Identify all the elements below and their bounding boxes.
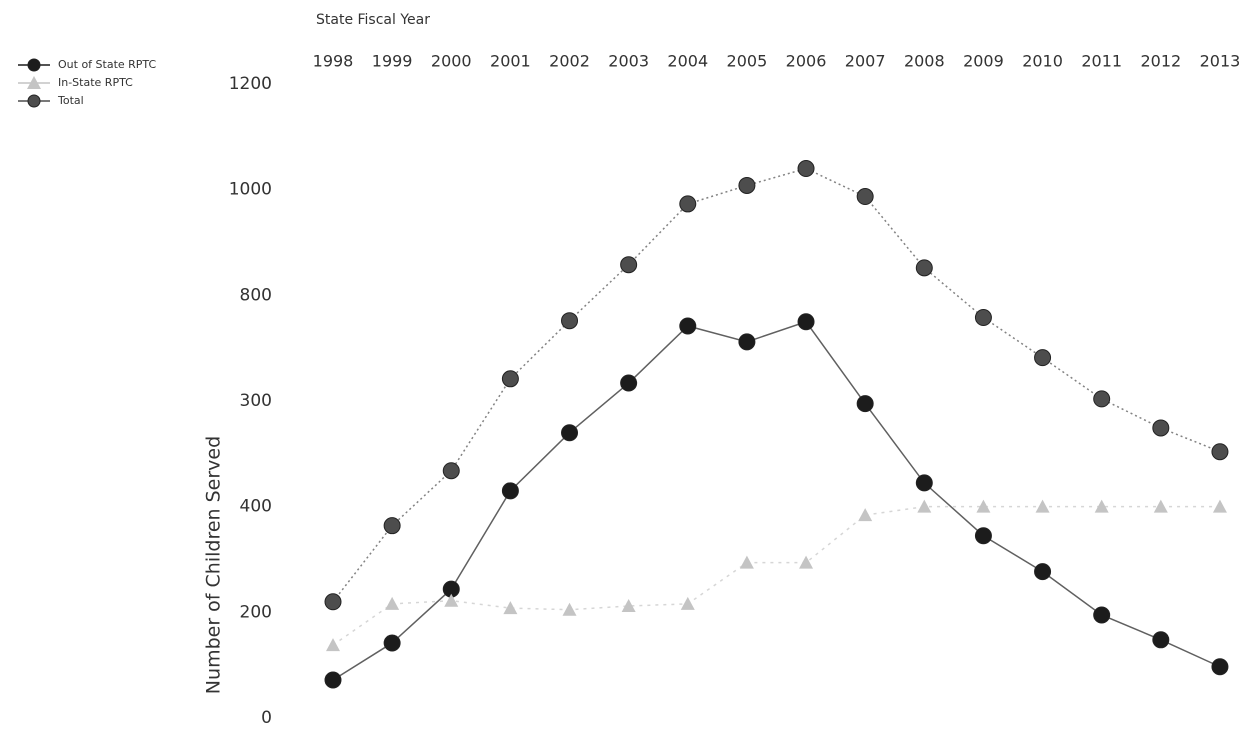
legend-label: Out of State RPTC: [58, 58, 157, 71]
data-point: [444, 593, 459, 607]
data-point: [1034, 563, 1052, 581]
data-point: [620, 256, 638, 274]
legend-marker: [27, 58, 41, 72]
data-point: [974, 527, 992, 545]
data-point: [1034, 349, 1052, 367]
data-point: [915, 474, 933, 492]
data-point: [1153, 499, 1168, 513]
data-point: [1152, 419, 1170, 437]
data-point: [442, 462, 460, 480]
data-point: [501, 370, 519, 388]
data-point: [324, 593, 342, 611]
y-tick-label: 200: [240, 602, 272, 622]
data-point: [680, 596, 695, 610]
data-point: [383, 517, 401, 535]
data-point: [1212, 499, 1227, 513]
data-point: [561, 312, 579, 330]
x-tick-label: 2001: [490, 52, 531, 71]
data-point: [1094, 499, 1109, 513]
data-point: [1093, 606, 1111, 624]
x-tick-label: 1999: [372, 52, 413, 71]
data-point: [324, 671, 342, 689]
series-line: [332, 167, 1221, 603]
x-tick-label: 2008: [904, 52, 945, 71]
data-point: [326, 638, 340, 652]
x-tick-label: 1998: [313, 52, 354, 71]
legend-label: Total: [57, 94, 84, 107]
data-point: [797, 313, 815, 331]
data-point: [738, 176, 756, 194]
data-point: [385, 596, 400, 610]
x-tick-label: 2003: [608, 52, 649, 71]
data-point: [1211, 658, 1229, 676]
x-tick-label: 2013: [1200, 52, 1241, 71]
data-point: [679, 317, 697, 335]
x-tick-label: 2006: [786, 52, 827, 71]
data-point: [562, 602, 577, 616]
data-point: [501, 482, 519, 500]
data-point: [1035, 499, 1050, 513]
data-point: [917, 499, 932, 513]
data-point: [679, 195, 697, 213]
x-tick-label: 2004: [667, 52, 708, 71]
data-point: [915, 259, 933, 277]
data-point: [1211, 443, 1229, 461]
x-tick-label: 2000: [431, 52, 472, 71]
data-point: [974, 309, 992, 327]
data-point: [739, 555, 754, 569]
data-point: [561, 424, 579, 442]
y-tick-label: 0: [261, 708, 272, 728]
data-point: [503, 601, 518, 615]
y-tick-label: 300: [240, 391, 272, 411]
x-tick-label: 2002: [549, 52, 590, 71]
data-point: [976, 499, 991, 513]
y-tick-label: 800: [240, 285, 272, 305]
data-point: [856, 395, 874, 413]
legend-label: In-State RPTC: [58, 76, 133, 89]
x-tick-label: 2009: [963, 52, 1004, 71]
data-point: [856, 188, 874, 206]
data-point: [858, 508, 873, 522]
data-point: [621, 598, 636, 612]
y-axis-title: Number of Children Served: [203, 436, 225, 694]
x-tick-label: 2005: [727, 52, 768, 71]
data-point: [1093, 390, 1111, 408]
data-point: [620, 374, 638, 392]
y-tick-label: 1200: [229, 74, 272, 94]
y-tick-label: 1000: [229, 180, 272, 200]
data-point: [383, 634, 401, 652]
x-tick-label: 2007: [845, 52, 886, 71]
data-point: [738, 333, 756, 351]
legend-marker: [27, 94, 41, 108]
x-tick-label: 2012: [1140, 52, 1181, 71]
x-tick-label: 2011: [1081, 52, 1122, 71]
data-point: [797, 160, 815, 178]
data-point: [1152, 631, 1170, 649]
x-axis-title: State Fiscal Year: [316, 12, 430, 28]
legend-marker: [27, 76, 41, 89]
x-tick-label: 2010: [1022, 52, 1063, 71]
series-line: [332, 320, 1221, 681]
series-line: [332, 505, 1220, 646]
y-tick-label: 400: [240, 497, 272, 517]
data-point: [799, 555, 814, 569]
